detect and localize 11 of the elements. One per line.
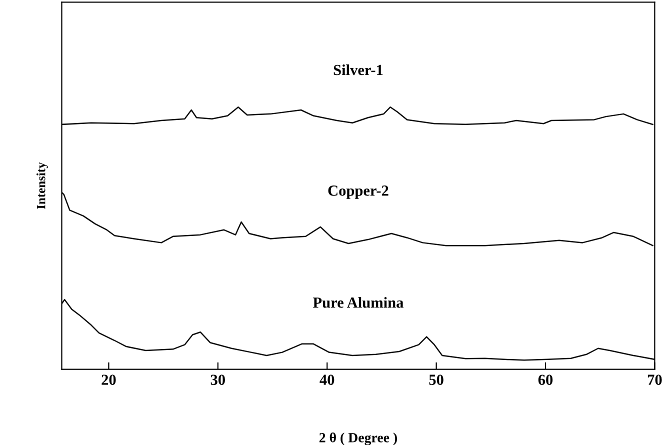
x-tick-label: 60	[538, 374, 553, 385]
text: Silver-1	[334, 64, 383, 76]
series-label: Copper-2	[328, 186, 388, 199]
x-axis-title: 2 θ ( Degree )	[319, 432, 397, 445]
x-tick-label: 70	[648, 374, 662, 385]
text: Pure Alumina	[312, 297, 404, 308]
x-tick-label: 50	[429, 374, 444, 385]
x-tick-label: 20	[102, 374, 116, 385]
x-tick-label: 40	[320, 374, 334, 385]
y-axis-title: Intensity	[36, 162, 48, 209]
x-tick-label: 30	[210, 374, 225, 385]
